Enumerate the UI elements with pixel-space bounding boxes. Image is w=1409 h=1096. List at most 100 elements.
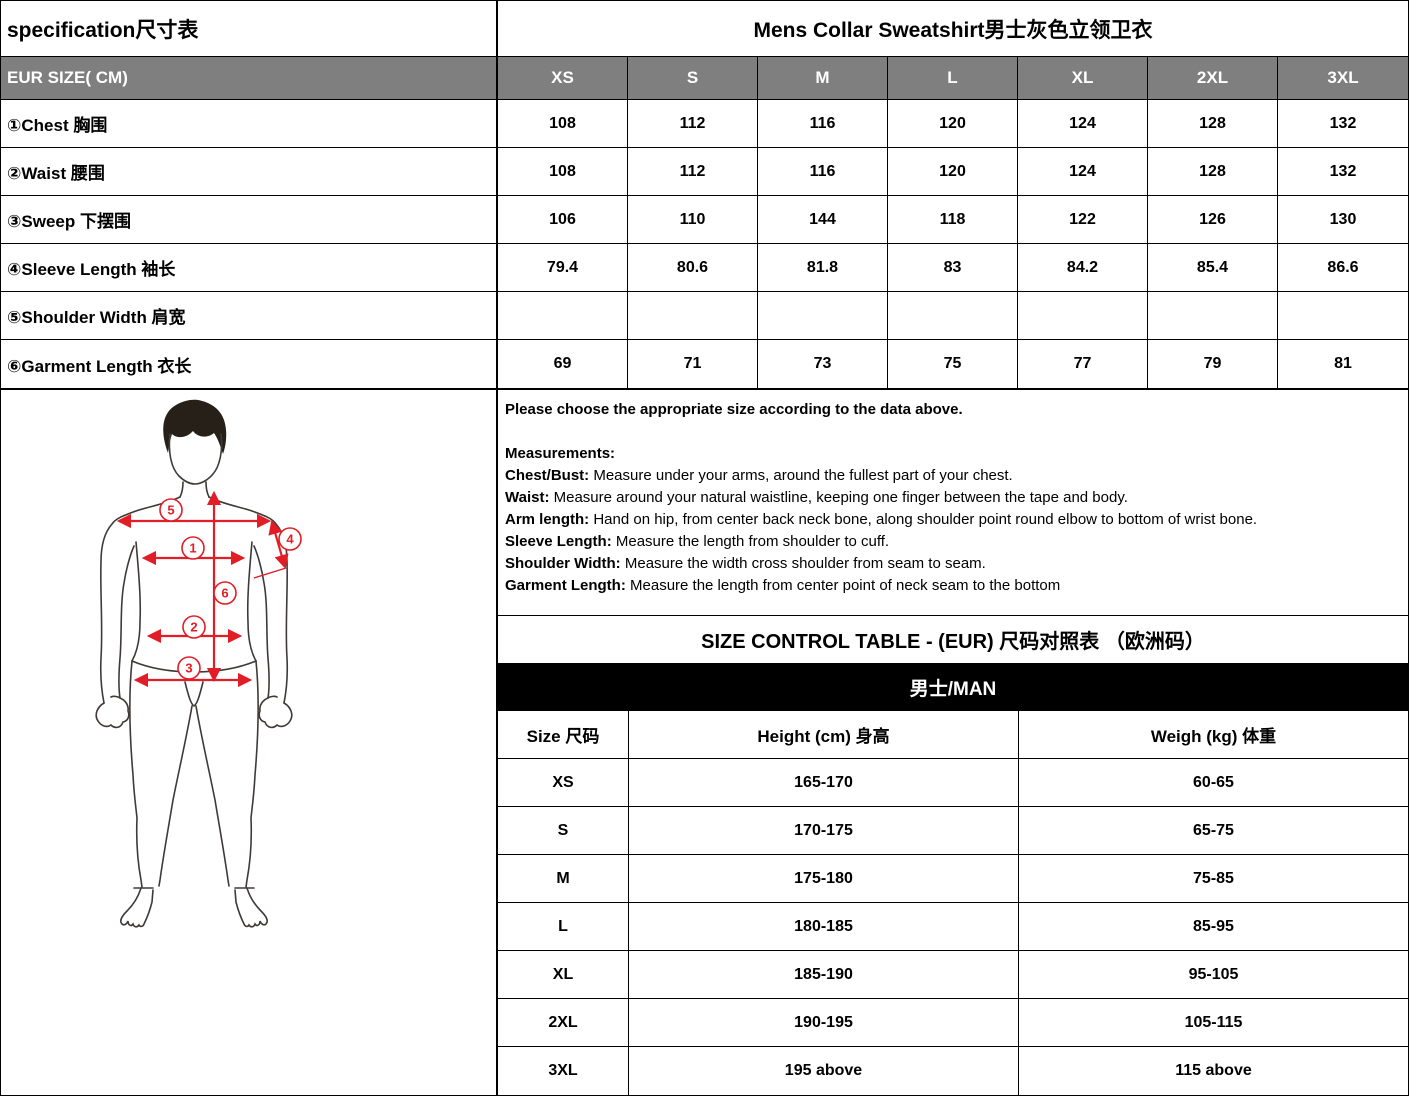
control-height: 165-170 <box>629 759 1019 807</box>
spec-row-label: ⑤Shoulder Width 肩宽 <box>1 292 498 340</box>
callout-circle <box>278 527 302 551</box>
left-arm-outer <box>99 496 181 704</box>
spec-value: 124 <box>1018 148 1148 196</box>
face <box>168 433 223 485</box>
control-size: S <box>498 807 629 855</box>
right-leg-inner <box>195 705 230 887</box>
spec-value: 132 <box>1278 100 1408 148</box>
hair <box>163 399 227 454</box>
control-column-header: Height (cm) 身高 <box>629 711 1019 759</box>
spec-value: 80.6 <box>628 244 758 292</box>
control-column-header: Weigh (kg) 体重 <box>1019 711 1408 759</box>
measurement-instructions: Please choose the appropriate size accor… <box>498 390 1408 615</box>
spec-value: 122 <box>1018 196 1148 244</box>
size-column-header: S <box>628 57 758 100</box>
torso-left <box>131 541 142 662</box>
measurement-term: Shoulder Width: <box>505 555 621 572</box>
callout-circle <box>213 581 237 605</box>
spec-value: 69 <box>498 340 628 388</box>
size-column-header: 3XL <box>1278 57 1408 100</box>
measurement-item: Sleeve Length: Measure the length from s… <box>505 531 1400 553</box>
spec-value: 75 <box>888 340 1018 388</box>
control-height: 195 above <box>629 1047 1019 1095</box>
measurement-item: Shoulder Width: Measure the width cross … <box>505 553 1400 575</box>
control-height: 170-175 <box>629 807 1019 855</box>
man-body-outline-figure: 1 2 3 4 5 6 <box>95 399 302 928</box>
spec-value: 132 <box>1278 148 1408 196</box>
control-size: 3XL <box>498 1047 629 1095</box>
spec-value <box>1148 292 1278 340</box>
spec-value: 124 <box>1018 100 1148 148</box>
sheet-title: specification尺寸表 <box>1 1 498 57</box>
callout-circle <box>181 536 205 560</box>
arrow-sleeve-4 <box>268 519 289 570</box>
measurement-term: Garment Length: <box>505 577 626 594</box>
callout-circle <box>182 615 206 639</box>
spec-row-label: ④Sleeve Length 袖长 <box>1 244 498 292</box>
right-column: Please choose the appropriate size accor… <box>498 390 1408 1095</box>
spec-value: 116 <box>758 100 888 148</box>
spec-value: 79 <box>1148 340 1278 388</box>
control-height: 190-195 <box>629 999 1019 1047</box>
control-weight: 60-65 <box>1019 759 1408 807</box>
crotch <box>184 681 204 707</box>
spec-value <box>888 292 1018 340</box>
measurement-term: Chest/Bust: <box>505 467 590 484</box>
spec-value: 81.8 <box>758 244 888 292</box>
size-column-header: L <box>888 57 1018 100</box>
measurement-desc: Measure the length from shoulder to cuff… <box>611 533 890 550</box>
bottom-section: 1 2 3 4 5 6 Please choose the appropriate siz… <box>1 390 1408 1095</box>
callout-number: 6 <box>221 586 228 601</box>
product-title: Mens Collar Sweatshirt男士灰色立领卫衣 <box>498 1 1408 57</box>
callout-circle <box>159 498 183 522</box>
control-weight: 105-115 <box>1019 999 1408 1047</box>
spec-value: 83 <box>888 244 1018 292</box>
spec-value <box>498 292 628 340</box>
control-table-title: SIZE CONTROL TABLE - (EUR) 尺码对照表 （欧洲码） <box>498 616 1408 664</box>
control-weight: 65-75 <box>1019 807 1408 855</box>
spec-row-label: ①Chest 胸围 <box>1 100 498 148</box>
right-hand <box>258 695 293 729</box>
spec-row-label: ⑥Garment Length 衣长 <box>1 340 498 388</box>
spec-value: 77 <box>1018 340 1148 388</box>
callout-number: 3 <box>185 661 192 676</box>
spec-value: 73 <box>758 340 888 388</box>
spec-value: 120 <box>888 148 1018 196</box>
measurement-desc: Measure under your arms, around the full… <box>589 467 1013 484</box>
left-leg-inner <box>158 705 193 887</box>
left-leg-outer <box>128 660 143 888</box>
spec-row-label: ③Sweep 下摆围 <box>1 196 498 244</box>
measurement-arrows <box>116 490 289 688</box>
size-column-header: XL <box>1018 57 1148 100</box>
control-weight: 95-105 <box>1019 951 1408 999</box>
spec-header-label: EUR SIZE( CM) <box>1 57 498 100</box>
man-band: 男士/MAN <box>498 664 1408 711</box>
spec-value: 118 <box>888 196 1018 244</box>
callout-circle <box>177 656 201 680</box>
measurement-items: Chest/Bust: Measure under your arms, aro… <box>505 465 1400 597</box>
control-size: M <box>498 855 629 903</box>
spec-value: 128 <box>1148 148 1278 196</box>
spec-value: 128 <box>1148 100 1278 148</box>
spec-value: 86.6 <box>1278 244 1408 292</box>
spec-value: 130 <box>1278 196 1408 244</box>
measurement-desc: Measure around your natural waistline, k… <box>549 489 1128 506</box>
torso-right <box>246 541 257 662</box>
right-foot <box>234 887 268 928</box>
right-leg-outer <box>245 660 260 888</box>
spec-value: 106 <box>498 196 628 244</box>
measurement-desc: Hand on hip, from center back neck bone,… <box>589 511 1258 528</box>
spec-row-label: ②Waist 腰围 <box>1 148 498 196</box>
spec-value: 112 <box>628 148 758 196</box>
spec-value: 84.2 <box>1018 244 1148 292</box>
spec-value <box>758 292 888 340</box>
measure-callout-numbers: 1 2 3 4 5 6 <box>159 498 302 680</box>
control-column-header: Size 尺码 <box>498 711 629 759</box>
measurement-desc: Measure the width cross shoulder from se… <box>620 555 986 572</box>
callout-number: 1 <box>189 541 196 556</box>
left-foot <box>120 887 154 928</box>
spec-value: 85.4 <box>1148 244 1278 292</box>
measurement-term: Arm length: <box>505 511 590 528</box>
spec-value: 110 <box>628 196 758 244</box>
